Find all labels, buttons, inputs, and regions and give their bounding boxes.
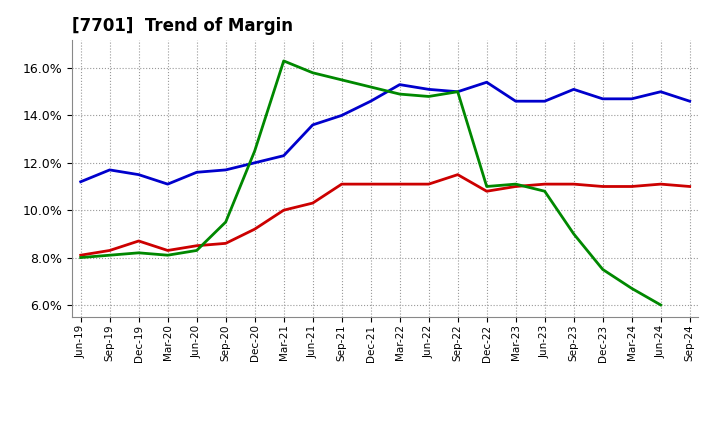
Operating Cashflow <box>541 189 549 194</box>
Net Income <box>279 208 288 213</box>
Net Income <box>308 201 317 206</box>
Operating Cashflow <box>511 181 520 187</box>
Net Income <box>338 181 346 187</box>
Net Income <box>135 238 143 244</box>
Ordinary Income <box>192 170 201 175</box>
Operating Cashflow <box>424 94 433 99</box>
Operating Cashflow <box>454 89 462 94</box>
Ordinary Income <box>163 181 172 187</box>
Ordinary Income <box>511 99 520 104</box>
Line: Net Income: Net Income <box>81 175 690 255</box>
Net Income <box>105 248 114 253</box>
Operating Cashflow <box>221 220 230 225</box>
Line: Operating Cashflow: Operating Cashflow <box>81 61 661 305</box>
Operating Cashflow <box>657 302 665 308</box>
Operating Cashflow <box>366 84 375 90</box>
Ordinary Income <box>221 167 230 172</box>
Net Income <box>221 241 230 246</box>
Ordinary Income <box>657 89 665 94</box>
Operating Cashflow <box>192 248 201 253</box>
Ordinary Income <box>279 153 288 158</box>
Net Income <box>685 184 694 189</box>
Ordinary Income <box>105 167 114 172</box>
Net Income <box>192 243 201 248</box>
Ordinary Income <box>482 80 491 85</box>
Net Income <box>570 181 578 187</box>
Operating Cashflow <box>251 148 259 154</box>
Operating Cashflow <box>105 253 114 258</box>
Operating Cashflow <box>395 92 404 97</box>
Net Income <box>511 184 520 189</box>
Ordinary Income <box>598 96 607 102</box>
Operating Cashflow <box>570 231 578 237</box>
Operating Cashflow <box>482 184 491 189</box>
Operating Cashflow <box>163 253 172 258</box>
Net Income <box>424 181 433 187</box>
Ordinary Income <box>308 122 317 128</box>
Ordinary Income <box>570 87 578 92</box>
Ordinary Income <box>366 99 375 104</box>
Ordinary Income <box>685 99 694 104</box>
Ordinary Income <box>76 179 85 184</box>
Net Income <box>395 181 404 187</box>
Net Income <box>251 227 259 232</box>
Net Income <box>76 253 85 258</box>
Net Income <box>657 181 665 187</box>
Ordinary Income <box>454 89 462 94</box>
Ordinary Income <box>395 82 404 87</box>
Net Income <box>366 181 375 187</box>
Operating Cashflow <box>279 58 288 63</box>
Text: [7701]  Trend of Margin: [7701] Trend of Margin <box>72 17 293 35</box>
Ordinary Income <box>135 172 143 177</box>
Ordinary Income <box>251 160 259 165</box>
Net Income <box>627 184 636 189</box>
Net Income <box>598 184 607 189</box>
Operating Cashflow <box>308 70 317 75</box>
Ordinary Income <box>627 96 636 102</box>
Ordinary Income <box>424 87 433 92</box>
Net Income <box>454 172 462 177</box>
Ordinary Income <box>338 113 346 118</box>
Operating Cashflow <box>135 250 143 256</box>
Net Income <box>163 248 172 253</box>
Line: Ordinary Income: Ordinary Income <box>81 82 690 184</box>
Net Income <box>541 181 549 187</box>
Operating Cashflow <box>76 255 85 260</box>
Operating Cashflow <box>627 286 636 291</box>
Operating Cashflow <box>338 77 346 83</box>
Net Income <box>482 189 491 194</box>
Ordinary Income <box>541 99 549 104</box>
Operating Cashflow <box>598 267 607 272</box>
